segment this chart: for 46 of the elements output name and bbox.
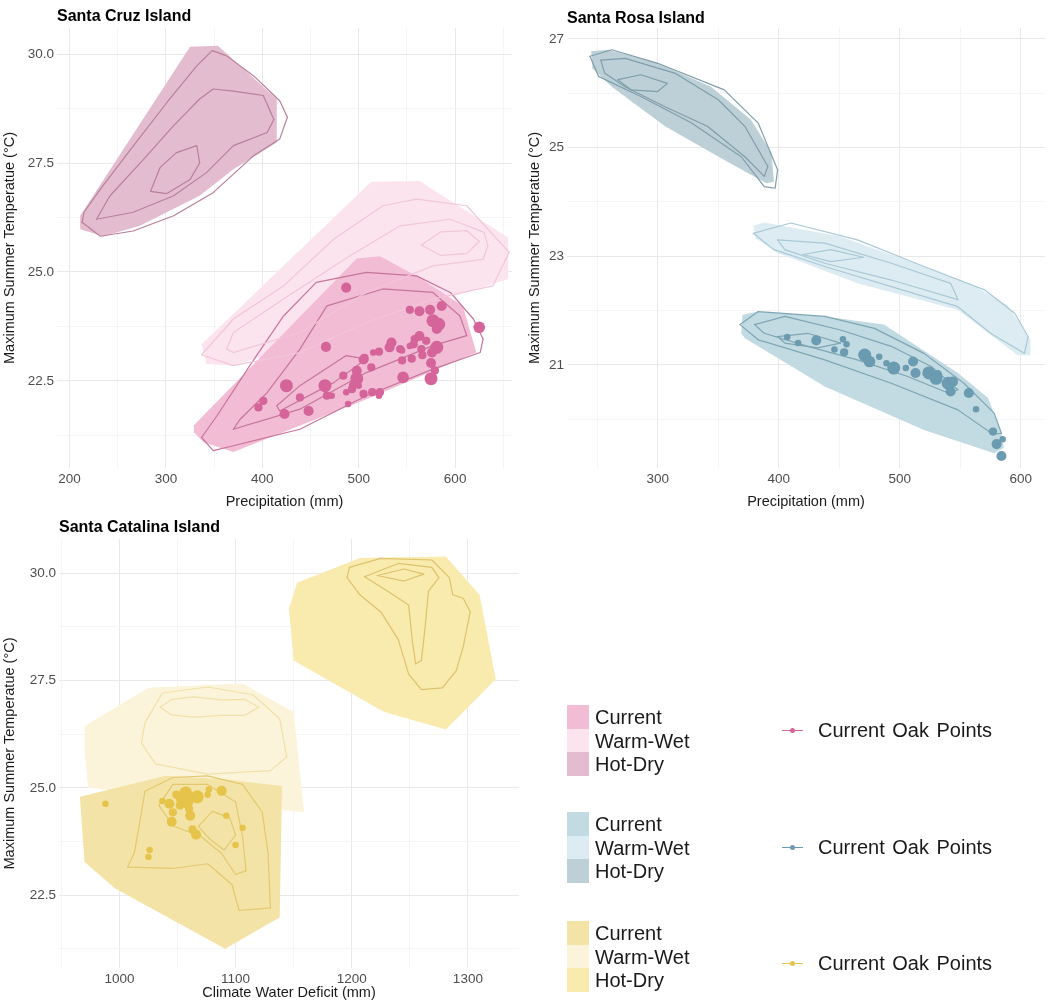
legend-label: Warm-Wet xyxy=(595,945,690,968)
x-tick-label: 1200 xyxy=(336,970,367,986)
x-tick-label: 200 xyxy=(58,470,81,486)
y-axis-title: Maximum Summer Temperatue (°C) xyxy=(525,132,542,364)
x-tick-label: 400 xyxy=(251,470,274,486)
y-tick-label: 25.0 xyxy=(27,263,54,279)
y-tick-label: 27.5 xyxy=(27,154,54,170)
legend-label: Current xyxy=(595,812,662,835)
x-tick-label: 500 xyxy=(888,470,912,486)
legend-label: Hot-Dry xyxy=(595,860,664,883)
x-tick-label: 1000 xyxy=(104,970,135,986)
y-tick-label: 23 xyxy=(548,247,564,263)
y-tick-label: 30.0 xyxy=(29,565,56,581)
x-tick-label: 300 xyxy=(646,470,670,486)
x-tick-label: 300 xyxy=(154,470,178,486)
legend-label: Current Oak Points xyxy=(818,836,993,858)
chart-title: Santa Rosa Island xyxy=(567,9,705,26)
x-axis-title: Climate Water Deficit (mm) xyxy=(202,984,376,1001)
legend-label: Hot-Dry xyxy=(595,753,664,776)
y-tick-label: 30.0 xyxy=(27,45,54,61)
legend-label: Current xyxy=(595,921,662,944)
y-axis-title: Maximum Summer Temperatue (°C) xyxy=(0,637,17,870)
legend-label: Warm-Wet xyxy=(595,836,690,859)
y-tick-label: 25.0 xyxy=(29,779,56,795)
x-tick-label: 1100 xyxy=(221,970,251,986)
y-tick-label: 21 xyxy=(548,356,564,372)
legend-label: Current Oak Points xyxy=(818,719,993,741)
y-tick-label: 25 xyxy=(548,139,564,155)
chart-title: Santa Catalina Island xyxy=(59,518,220,535)
legend-label: Hot-Dry xyxy=(595,969,664,992)
y-axis-title: Maximum Summer Temperatue (°C) xyxy=(0,132,17,364)
x-axis-title: Precipitation (mm) xyxy=(747,493,865,510)
legend-label: Current xyxy=(595,705,662,728)
x-axis-title: Precipitation (mm) xyxy=(225,493,344,510)
y-tick-label: 27 xyxy=(548,30,564,46)
x-tick-label: 600 xyxy=(1009,470,1033,486)
x-tick-label: 500 xyxy=(347,470,370,486)
x-tick-label: 1300 xyxy=(452,970,483,986)
y-tick-label: 22.5 xyxy=(27,372,54,388)
x-tick-label: 600 xyxy=(443,470,467,486)
legend-label: Current Oak Points xyxy=(818,952,993,974)
y-tick-label: 22.5 xyxy=(29,886,56,902)
legend-label: Warm-Wet xyxy=(595,729,690,752)
x-tick-label: 400 xyxy=(767,470,791,486)
chart-title: Santa Cruz Island xyxy=(57,7,192,24)
y-tick-label: 27.5 xyxy=(29,672,56,688)
